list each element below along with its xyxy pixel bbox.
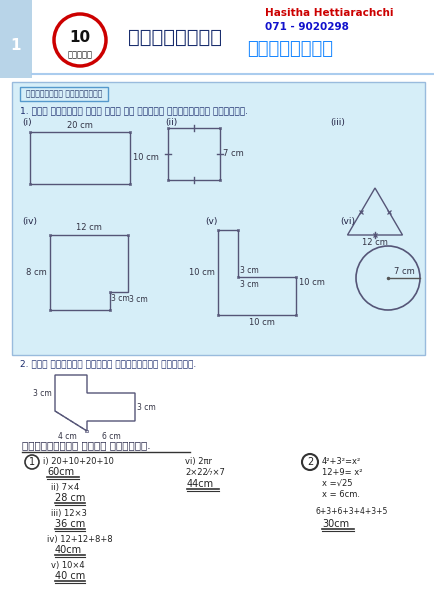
Text: 3 cm: 3 cm bbox=[129, 296, 148, 305]
Text: 7 cm: 7 cm bbox=[223, 149, 243, 159]
Text: 3 cm: 3 cm bbox=[111, 294, 129, 303]
Text: i) 20+10+20+10: i) 20+10+20+10 bbox=[43, 457, 114, 466]
Text: 1: 1 bbox=[29, 457, 35, 467]
Text: (i): (i) bbox=[22, 118, 32, 127]
Bar bbox=[236, 276, 239, 278]
Text: vi) 2πr: vi) 2πr bbox=[184, 457, 211, 466]
Text: ප්‍රශ්නය් අනුශාසනය: ප්‍රශ්නය් අනුශාසනය bbox=[26, 89, 102, 99]
Text: 10 cm: 10 cm bbox=[133, 154, 158, 163]
Text: 4 cm: 4 cm bbox=[57, 432, 76, 441]
Text: x =√25: x =√25 bbox=[321, 479, 352, 488]
Bar bbox=[85, 430, 88, 432]
Bar bbox=[294, 276, 296, 278]
Bar bbox=[49, 234, 51, 236]
Bar bbox=[166, 179, 169, 181]
Text: 12 cm: 12 cm bbox=[361, 238, 387, 247]
Text: 2: 2 bbox=[306, 457, 312, 467]
Text: x = 6cm.: x = 6cm. bbox=[321, 490, 359, 499]
Text: 60cm: 60cm bbox=[47, 467, 74, 477]
Text: 3 cm: 3 cm bbox=[33, 389, 52, 398]
Bar bbox=[216, 229, 219, 231]
Text: 44cm: 44cm bbox=[187, 479, 214, 489]
Text: Hasitha Hettiarachchi: Hasitha Hettiarachchi bbox=[264, 8, 393, 18]
Text: 10: 10 bbox=[69, 30, 90, 45]
Text: 2×22⁄₇×7: 2×22⁄₇×7 bbox=[184, 468, 224, 477]
Text: 40 cm: 40 cm bbox=[55, 571, 85, 581]
Bar bbox=[216, 314, 219, 316]
Bar bbox=[12, 82, 424, 355]
Bar bbox=[108, 291, 111, 293]
Text: 6 cm: 6 cm bbox=[102, 432, 120, 441]
Text: ii) 7×4: ii) 7×4 bbox=[51, 483, 79, 492]
Bar bbox=[128, 183, 131, 185]
Bar bbox=[30, 132, 130, 184]
Text: (vi): (vi) bbox=[339, 217, 354, 226]
Bar bbox=[20, 87, 108, 101]
Text: 071 - 9020298: 071 - 9020298 bbox=[264, 22, 348, 32]
Bar bbox=[49, 309, 51, 312]
Text: 3 cm: 3 cm bbox=[137, 403, 155, 411]
Text: (iv): (iv) bbox=[22, 217, 37, 226]
Text: 10 cm: 10 cm bbox=[298, 278, 324, 287]
Bar bbox=[0, 0, 32, 78]
Text: iv) 12+12+8+8: iv) 12+12+8+8 bbox=[47, 535, 112, 544]
Text: (iii): (iii) bbox=[329, 118, 344, 127]
Text: 10 cm: 10 cm bbox=[189, 268, 214, 277]
Bar bbox=[126, 234, 129, 236]
Text: 7 cm: 7 cm bbox=[393, 267, 414, 276]
Text: 36 cm: 36 cm bbox=[55, 519, 85, 529]
Text: 6+3+6+3+4+3+5: 6+3+6+3+4+3+5 bbox=[315, 507, 388, 516]
Text: (v): (v) bbox=[204, 217, 217, 226]
Text: පත්‍රස්පන් දවස් විහිතය.: පත්‍රස්පන් දවස් විහිතය. bbox=[22, 440, 150, 450]
Text: 3 cm: 3 cm bbox=[240, 266, 258, 275]
Text: පරිමිතිය: පරිමිතිය bbox=[247, 40, 332, 58]
Text: 30cm: 30cm bbox=[321, 519, 349, 529]
Bar bbox=[29, 183, 31, 185]
Bar bbox=[236, 229, 239, 231]
Text: 12+9= x²: 12+9= x² bbox=[321, 468, 362, 477]
Bar bbox=[108, 309, 111, 312]
Text: 20 cm: 20 cm bbox=[67, 121, 93, 130]
Bar bbox=[29, 131, 31, 133]
Bar bbox=[294, 314, 296, 316]
Text: පිලිතුරු: පිලිතුරු bbox=[128, 28, 221, 47]
Text: දේනිය: දේනිය bbox=[67, 50, 92, 59]
Bar bbox=[166, 127, 169, 129]
Bar bbox=[218, 127, 221, 129]
Text: 8 cm: 8 cm bbox=[26, 268, 47, 277]
Bar bbox=[128, 131, 131, 133]
Text: iii) 12×3: iii) 12×3 bbox=[51, 509, 87, 518]
Text: 3 cm: 3 cm bbox=[240, 280, 258, 289]
Bar bbox=[218, 179, 221, 181]
Text: 10 cm: 10 cm bbox=[249, 318, 274, 327]
Text: (ii): (ii) bbox=[164, 118, 177, 127]
Text: 40cm: 40cm bbox=[55, 545, 82, 555]
Text: 1. පහත දර්වැන එක් එක් ථල රුපස් පරිමිතිය සෝයන්න.: 1. පහත දර්වැන එක් එක් ථල රුපස් පරිමිතිය … bbox=[20, 106, 247, 115]
Text: 2. පහත දර්වැන රුපස් පරිමිතිය සෝයන්න.: 2. පහත දර්වැන රුපස් පරිමිතිය සෝයන්න. bbox=[20, 359, 196, 368]
Text: 12 cm: 12 cm bbox=[76, 223, 102, 232]
Text: v) 10×4: v) 10×4 bbox=[51, 561, 85, 570]
Text: 4²+3²=x²: 4²+3²=x² bbox=[321, 457, 360, 466]
Text: 28 cm: 28 cm bbox=[55, 493, 85, 503]
Text: 1: 1 bbox=[11, 37, 21, 53]
Bar bbox=[168, 128, 220, 180]
